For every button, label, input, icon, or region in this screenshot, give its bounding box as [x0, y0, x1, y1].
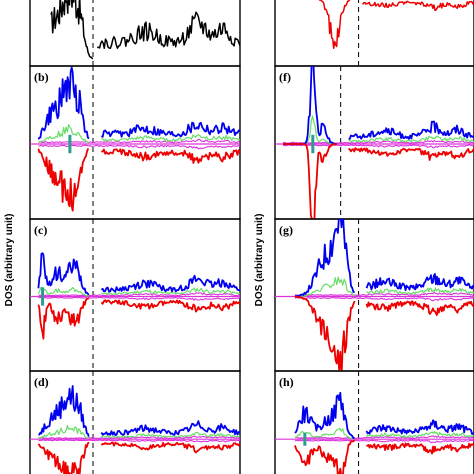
magenta-partial-dos-down: [294, 296, 474, 302]
spin-up-dos-unoccupied: [100, 121, 240, 138]
magenta-partial-dos-up: [38, 435, 240, 440]
panel-f: (f): [274, 65, 474, 220]
green-partial-dos-up-unoccupied: [348, 135, 474, 143]
panel-label-f: (f): [279, 70, 291, 84]
spin-up-dos-unoccupied: [100, 420, 240, 436]
spin-down-dos-unoccupied: [361, 0, 474, 12]
spin-down-dos-unoccupied: [100, 299, 240, 313]
green-partial-dos-up-occupied: [37, 286, 89, 297]
spin-up-dos-occupied: [37, 252, 90, 296]
y-axis-label-left: DOS (arbitrary unit): [4, 214, 15, 307]
spin-up-dos-unoccupied: [348, 120, 474, 140]
total-dos-unoccupied: [97, 11, 240, 50]
green-partial-dos-up-unoccupied: [365, 430, 474, 438]
spin-up-dos-occupied: [294, 219, 355, 298]
spin-down-dos-occupied: [283, 143, 337, 219]
magenta-partial-dos-up: [38, 138, 240, 144]
spin-up-dos-unoccupied: [365, 273, 474, 291]
panel-d: (d): [29, 370, 241, 474]
spin-down-dos-occupied: [294, 439, 356, 474]
panel-frame: [274, 370, 474, 474]
panel-frame: [274, 0, 474, 67]
spin-down-dos-occupied: [318, 0, 352, 50]
spin-down-dos-occupied: [37, 441, 90, 474]
green-partial-dos-up-occupied: [294, 276, 355, 298]
spin-down-dos-occupied: [37, 148, 90, 212]
y-axis-label-right: DOS (arbitrary unit): [254, 214, 265, 307]
magenta-partial-dos-down: [38, 439, 240, 443]
green-partial-dos-up-unoccupied: [100, 431, 240, 438]
magenta-partial-dos-down: [294, 439, 474, 444]
teal-partial-dos-peak: [68, 134, 72, 154]
panel-frame: [29, 370, 241, 474]
green-partial-dos-up-unoccupied: [366, 287, 474, 295]
magenta-partial-dos-up: [294, 435, 474, 439]
teal-partial-dos-peak: [303, 432, 307, 446]
spin-up-dos-occupied: [38, 385, 90, 437]
panel-b: (b): [29, 65, 241, 220]
magenta-partial-dos-down: [38, 144, 240, 150]
panel-e: [274, 0, 474, 67]
spin-down-dos-occupied: [37, 297, 89, 340]
spin-up-dos-unoccupied: [100, 274, 240, 293]
green-partial-dos-up-occupied: [38, 425, 89, 439]
spin-up-dos-occupied: [37, 66, 90, 140]
panel-a: [29, 0, 241, 67]
spin-up-dos-occupied: [294, 391, 355, 440]
spin-down-dos-unoccupied: [348, 147, 474, 161]
spin-down-dos-occupied: [294, 295, 356, 371]
magenta-partial-dos-down: [282, 144, 474, 149]
spin-up-dos-unoccupied: [365, 419, 474, 435]
panel-label-g: (g): [279, 223, 293, 237]
green-partial-dos-up-unoccupied: [101, 134, 240, 142]
panel-label-h: (h): [279, 375, 294, 389]
spin-down-dos-unoccupied: [365, 442, 474, 455]
green-partial-dos-up-unoccupied: [101, 287, 240, 296]
panel-label-c: (c): [34, 223, 47, 237]
panel-g: (g): [274, 218, 474, 372]
panel-label-b: (b): [34, 70, 49, 84]
panel-label-d: (d): [34, 375, 49, 389]
panel-h: (h): [274, 370, 474, 474]
magenta-partial-dos-up: [38, 292, 240, 297]
panel-c: (c): [29, 218, 241, 372]
teal-partial-dos-peak: [41, 287, 45, 306]
green-partial-dos-up-occupied: [283, 115, 337, 145]
teal-partial-dos-peak: [311, 134, 315, 154]
magenta-partial-dos-up: [294, 291, 474, 297]
spin-down-dos-unoccupied: [101, 148, 240, 164]
total-dos-occupied: [50, 0, 94, 60]
spin-down-dos-unoccupied: [365, 300, 474, 316]
spin-down-dos-unoccupied: [100, 441, 240, 454]
green-partial-dos-up-occupied: [38, 124, 90, 144]
magenta-partial-dos-down: [38, 296, 240, 301]
magenta-partial-dos-up: [282, 139, 474, 144]
